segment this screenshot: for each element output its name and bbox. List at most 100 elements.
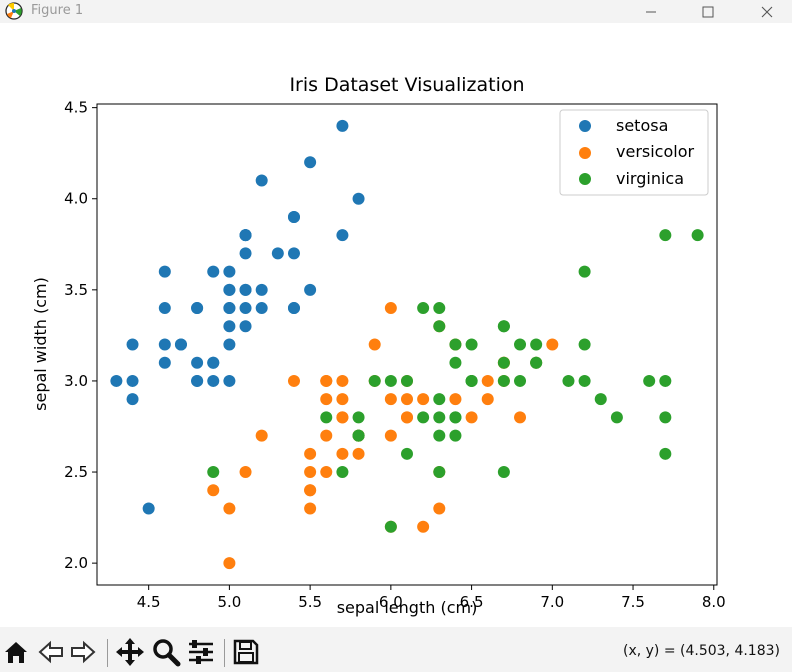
data-point-virginica: [207, 466, 220, 479]
legend: setosa versicolor virginica: [559, 109, 709, 196]
data-point-virginica: [401, 374, 413, 387]
forward-button[interactable]: [67, 637, 99, 667]
data-point-virginica: [417, 302, 430, 315]
data-point-setosa: [239, 283, 252, 296]
x-tick-label: 5.0: [217, 593, 241, 611]
data-point-setosa: [287, 302, 300, 315]
data-point-versicolor: [384, 393, 397, 406]
close-button[interactable]: [744, 0, 790, 23]
x-tick-label: 6.5: [460, 593, 484, 611]
data-point-setosa: [174, 338, 187, 351]
configure-subplots-icon: [189, 640, 213, 664]
data-point-setosa: [207, 265, 220, 278]
minimize-button[interactable]: [628, 0, 674, 23]
data-point-virginica: [352, 411, 365, 424]
data-point-setosa: [239, 247, 252, 260]
data-point-versicolor: [304, 447, 317, 460]
data-point-virginica: [417, 411, 430, 424]
back-icon: [38, 640, 63, 664]
data-point-setosa: [191, 374, 204, 387]
data-point-versicolor: [449, 393, 462, 406]
data-point-versicolor: [320, 466, 333, 479]
data-point-virginica: [368, 374, 381, 387]
save-icon: [233, 639, 259, 665]
minimize-icon: [646, 11, 656, 12]
data-point-virginica: [449, 338, 462, 351]
pan-button[interactable]: [114, 637, 146, 667]
home-button[interactable]: [0, 637, 32, 667]
data-point-virginica: [530, 338, 543, 351]
data-point-virginica: [449, 356, 462, 369]
legend-label-versicolor: versicolor: [616, 142, 694, 161]
data-point-setosa: [158, 302, 171, 315]
data-point-setosa: [126, 393, 139, 406]
data-point-versicolor: [255, 429, 268, 442]
y-tick-label: 2.5: [64, 463, 88, 481]
legend-marker-virginica: [579, 173, 591, 185]
data-point-versicolor: [336, 447, 349, 460]
maximize-button[interactable]: [685, 0, 731, 23]
data-point-setosa: [207, 356, 220, 369]
data-point-virginica: [578, 374, 591, 387]
data-point-virginica: [659, 374, 672, 387]
save-button[interactable]: [230, 637, 262, 667]
legend-marker-setosa: [579, 120, 591, 132]
data-point-versicolor: [304, 502, 317, 515]
data-point-versicolor: [384, 302, 397, 315]
data-point-virginica: [433, 429, 446, 442]
data-point-versicolor: [223, 502, 236, 515]
data-point-versicolor: [384, 429, 397, 442]
app-icon: [5, 2, 23, 20]
data-point-versicolor: [514, 411, 527, 424]
data-point-setosa: [336, 229, 349, 242]
x-tick-label: 7.0: [540, 593, 564, 611]
data-point-setosa: [126, 338, 139, 351]
plot-frame: [96, 103, 718, 586]
data-point-virginica: [352, 429, 365, 442]
data-point-setosa: [158, 265, 171, 278]
data-point-virginica: [320, 411, 333, 424]
navigation-toolbar: (x, y) = (4.503, 4.183): [0, 627, 792, 672]
data-point-versicolor: [239, 466, 252, 479]
data-point-setosa: [239, 302, 252, 315]
data-point-setosa: [223, 374, 236, 387]
data-point-versicolor: [223, 557, 236, 570]
data-point-versicolor: [207, 484, 220, 497]
x-tick-label: 8.0: [702, 593, 726, 611]
data-point-setosa: [223, 283, 236, 296]
data-point-setosa: [158, 338, 171, 351]
data-point-setosa: [142, 502, 155, 515]
data-point-setosa: [287, 247, 300, 260]
data-point-versicolor: [304, 484, 317, 497]
legend-box: [559, 109, 709, 196]
y-tick-label: 2.0: [64, 554, 88, 572]
y-axis-label: sepal width (cm): [31, 277, 50, 411]
x-axis-label: sepal length (cm): [337, 598, 478, 617]
figure-canvas[interactable]: Iris Dataset Visualization 4.5 5.0 5.5 6.0 6…: [0, 23, 792, 627]
data-point-setosa: [110, 374, 123, 387]
data-point-versicolor: [465, 411, 478, 424]
data-point-virginica: [465, 338, 478, 351]
y-tick-label: 4.0: [64, 190, 88, 208]
legend-label-virginica: virginica: [616, 169, 684, 188]
back-button[interactable]: [35, 637, 67, 667]
data-point-virginica: [465, 374, 478, 387]
data-point-setosa: [126, 374, 139, 387]
x-axis-ticks: 4.5 5.0 5.5 6.0 6.5 7.0 7.5 8.0: [137, 585, 726, 611]
window-title: Figure 1: [31, 3, 84, 18]
data-point-setosa: [255, 302, 268, 315]
data-point-setosa: [304, 156, 317, 169]
x-tick-label: 5.5: [298, 593, 322, 611]
data-point-versicolor: [481, 374, 494, 387]
data-point-versicolor: [433, 502, 446, 515]
x-tick-label: 6.0: [379, 593, 403, 611]
data-point-virginica: [433, 302, 446, 315]
data-point-setosa: [352, 192, 365, 205]
data-point-versicolor: [417, 520, 430, 533]
data-point-versicolor: [320, 393, 333, 406]
configure-subplots-button[interactable]: [185, 637, 217, 667]
zoom-button[interactable]: [150, 637, 182, 667]
data-point-setosa: [271, 247, 284, 260]
y-axis-ticks: 2.0 2.5 3.0 3.5 4.0 4.5: [64, 99, 97, 572]
data-point-versicolor: [481, 393, 494, 406]
